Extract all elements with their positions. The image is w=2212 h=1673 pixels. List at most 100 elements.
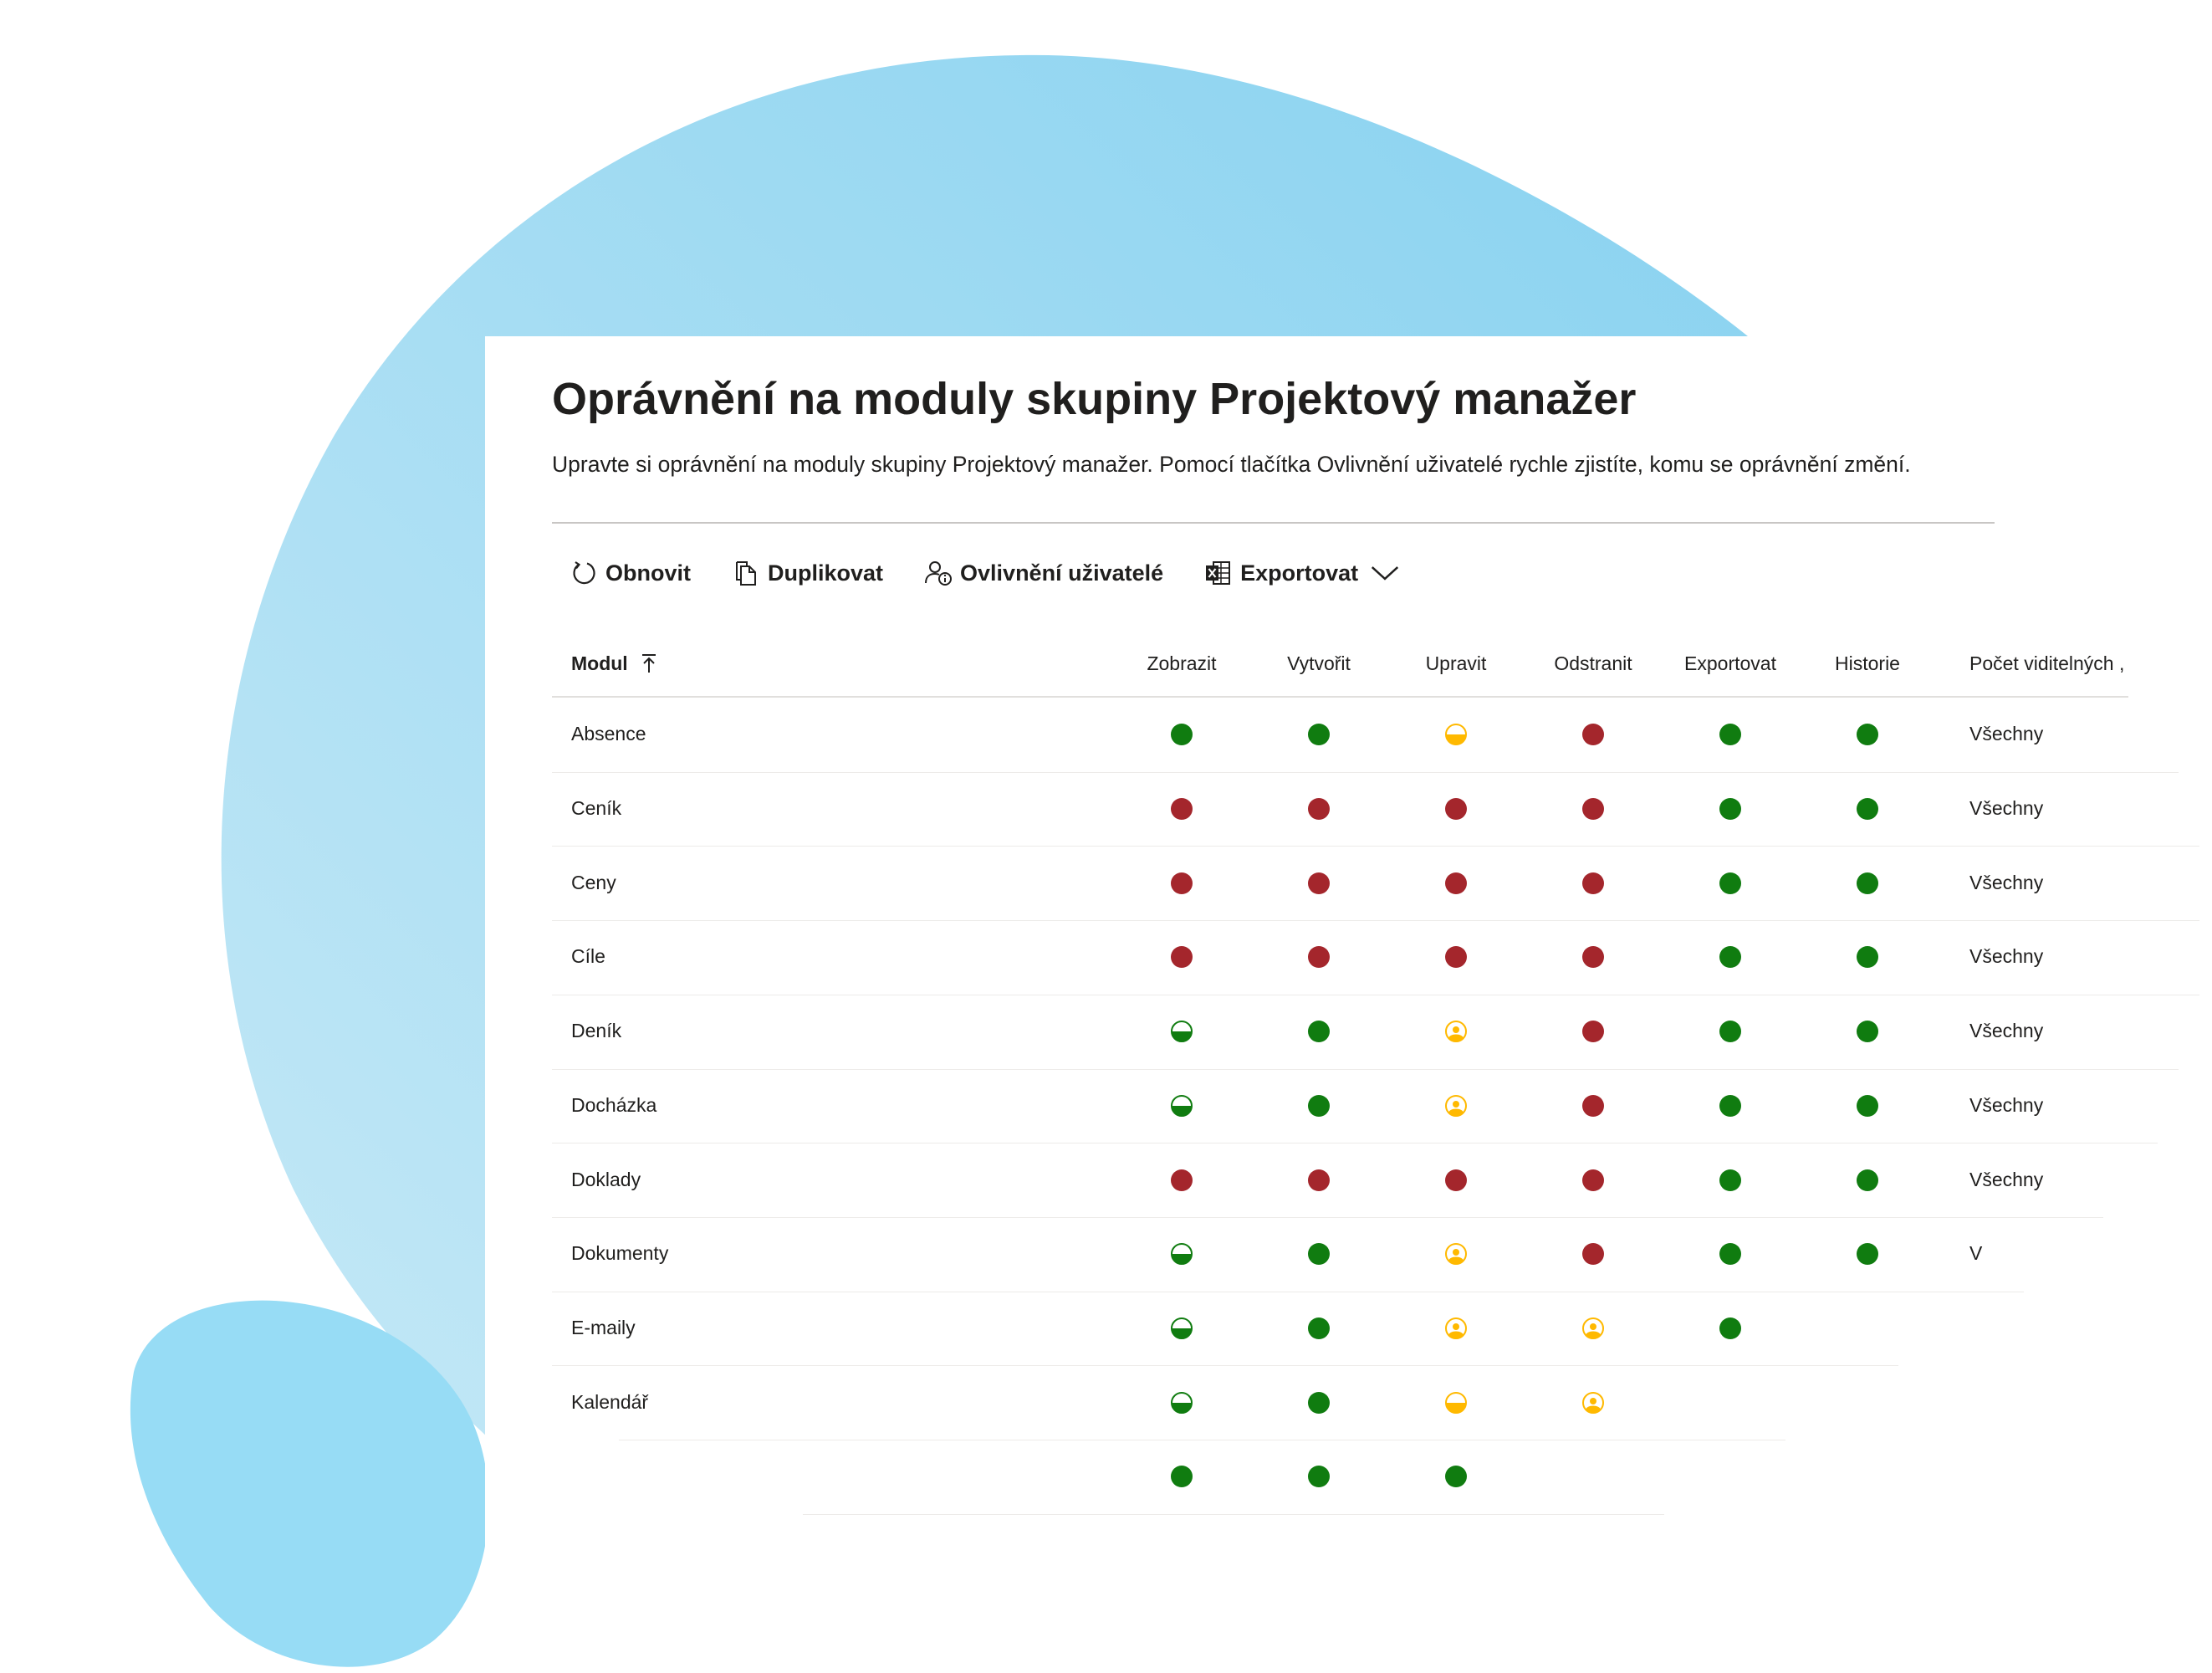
permission-toggle[interactable] bbox=[1307, 1317, 1331, 1340]
column-header-5[interactable]: Historie bbox=[1835, 652, 1900, 674]
header-divider bbox=[552, 522, 1995, 524]
module-name[interactable]: E-maily bbox=[571, 1316, 636, 1338]
permission-red-full-icon bbox=[1445, 872, 1467, 894]
module-name[interactable]: Deník bbox=[571, 1020, 622, 1042]
permission-toggle[interactable] bbox=[1581, 872, 1605, 895]
module-name[interactable]: Cíle bbox=[571, 945, 605, 968]
permission-toggle[interactable] bbox=[1444, 1094, 1468, 1118]
permission-toggle[interactable] bbox=[1719, 945, 1742, 969]
permission-toggle[interactable] bbox=[1444, 723, 1468, 746]
column-header-2[interactable]: Upravit bbox=[1425, 652, 1487, 674]
permission-toggle[interactable] bbox=[1719, 1020, 1742, 1043]
module-name[interactable]: Dokumenty bbox=[571, 1242, 669, 1265]
permission-toggle[interactable] bbox=[1856, 1169, 1879, 1192]
permission-toggle[interactable] bbox=[1856, 872, 1879, 895]
permission-toggle[interactable] bbox=[1719, 1242, 1742, 1266]
affected-users-button[interactable]: Ovlivnění uživatelé bbox=[923, 558, 1163, 588]
permission-toggle[interactable] bbox=[1581, 1094, 1605, 1118]
permission-toggle[interactable] bbox=[1307, 1020, 1331, 1043]
permission-toggle[interactable] bbox=[1170, 1465, 1193, 1488]
permission-toggle[interactable] bbox=[1856, 1094, 1879, 1118]
export-button[interactable]: Exportovat bbox=[1203, 558, 1400, 588]
permission-toggle[interactable] bbox=[1444, 1242, 1468, 1266]
permission-toggle[interactable] bbox=[1170, 1020, 1193, 1043]
permission-green-full-icon bbox=[1857, 1243, 1878, 1266]
duplicate-button[interactable]: Duplikovat bbox=[731, 558, 883, 588]
column-header-1[interactable]: Vytvořit bbox=[1287, 652, 1351, 674]
permission-toggle[interactable] bbox=[1170, 1094, 1193, 1118]
permission-red-full-icon bbox=[1445, 1169, 1467, 1191]
permission-toggle[interactable] bbox=[1444, 872, 1468, 895]
permission-toggle[interactable] bbox=[1307, 1242, 1331, 1266]
permission-toggle[interactable] bbox=[1307, 797, 1331, 821]
module-name[interactable]: Doklady bbox=[571, 1168, 641, 1190]
permission-toggle[interactable] bbox=[1307, 1169, 1331, 1192]
permission-toggle[interactable] bbox=[1307, 1391, 1331, 1415]
permission-toggle[interactable] bbox=[1170, 797, 1193, 821]
permission-toggle[interactable] bbox=[1719, 723, 1742, 746]
permission-toggle[interactable] bbox=[1307, 872, 1331, 895]
visible-count-cell[interactable]: Všechny bbox=[1969, 1168, 2044, 1190]
visible-count-cell[interactable]: Všechny bbox=[1969, 723, 2044, 745]
module-name[interactable]: Kalendář bbox=[571, 1390, 649, 1413]
permission-toggle[interactable] bbox=[1170, 1242, 1193, 1266]
module-name[interactable]: Docházka bbox=[571, 1093, 657, 1116]
permission-toggle[interactable] bbox=[1170, 1391, 1193, 1415]
visible-count-cell[interactable]: Všechny bbox=[1969, 871, 2044, 893]
module-name[interactable]: Ceny bbox=[571, 871, 616, 893]
permission-green-full-icon bbox=[1857, 1021, 1878, 1043]
permission-toggle[interactable] bbox=[1444, 1169, 1468, 1192]
copy-icon bbox=[736, 561, 756, 586]
permission-toggle[interactable] bbox=[1444, 1391, 1468, 1415]
permission-toggle[interactable] bbox=[1581, 797, 1605, 821]
visible-count-cell[interactable]: Všechny bbox=[1969, 945, 2044, 968]
permission-toggle[interactable] bbox=[1170, 1317, 1193, 1340]
permission-toggle[interactable] bbox=[1444, 1465, 1468, 1488]
permission-toggle[interactable] bbox=[1581, 945, 1605, 969]
permission-toggle[interactable] bbox=[1581, 1242, 1605, 1266]
permission-toggle[interactable] bbox=[1856, 945, 1879, 969]
visible-count-cell[interactable]: V bbox=[1969, 1242, 1983, 1265]
permission-toggle[interactable] bbox=[1444, 797, 1468, 821]
permission-toggle[interactable] bbox=[1170, 723, 1193, 746]
permission-toggle[interactable] bbox=[1444, 945, 1468, 969]
permission-toggle[interactable] bbox=[1719, 797, 1742, 821]
column-header-module[interactable]: Modul bbox=[571, 631, 658, 696]
permission-toggle[interactable] bbox=[1581, 723, 1605, 746]
module-name[interactable]: Absence bbox=[571, 723, 646, 745]
permission-toggle[interactable] bbox=[1444, 1020, 1468, 1043]
permission-yellow-person-icon bbox=[1582, 1391, 1604, 1414]
permission-yellow-person-icon bbox=[1445, 1094, 1467, 1117]
permission-toggle[interactable] bbox=[1307, 1094, 1331, 1118]
column-header-visible-count[interactable]: Počet viditelných , bbox=[1969, 652, 2125, 674]
permission-toggle[interactable] bbox=[1719, 1094, 1742, 1118]
permission-toggle[interactable] bbox=[1719, 1169, 1742, 1192]
permission-toggle[interactable] bbox=[1581, 1169, 1605, 1192]
module-name[interactable]: Ceník bbox=[571, 797, 622, 820]
permission-toggle[interactable] bbox=[1307, 1465, 1331, 1488]
column-header-4[interactable]: Exportovat bbox=[1684, 652, 1776, 674]
permission-toggle[interactable] bbox=[1856, 1242, 1879, 1266]
visible-count-cell[interactable]: Všechny bbox=[1969, 1020, 2044, 1042]
permission-toggle[interactable] bbox=[1170, 945, 1193, 969]
permission-toggle[interactable] bbox=[1307, 723, 1331, 746]
column-header-0[interactable]: Zobrazit bbox=[1147, 652, 1217, 674]
permission-toggle[interactable] bbox=[1581, 1317, 1605, 1340]
permission-toggle[interactable] bbox=[1856, 797, 1879, 821]
permission-toggle[interactable] bbox=[1170, 1169, 1193, 1192]
refresh-button[interactable]: Obnovit bbox=[569, 558, 691, 588]
permission-toggle[interactable] bbox=[1444, 1317, 1468, 1340]
visible-count-cell[interactable]: Všechny bbox=[1969, 1093, 2044, 1116]
column-header-3[interactable]: Odstranit bbox=[1554, 652, 1632, 674]
permission-toggle[interactable] bbox=[1719, 872, 1742, 895]
visible-count-cell[interactable]: Všechny bbox=[1969, 797, 2044, 820]
permission-toggle[interactable] bbox=[1170, 872, 1193, 895]
permission-toggle[interactable] bbox=[1581, 1391, 1605, 1415]
permission-green-full-icon bbox=[1171, 724, 1193, 746]
permission-toggle[interactable] bbox=[1856, 1020, 1879, 1043]
permission-toggle[interactable] bbox=[1307, 945, 1331, 969]
permission-toggle[interactable] bbox=[1581, 1020, 1605, 1043]
chevron-down-icon bbox=[1372, 566, 1399, 581]
permission-toggle[interactable] bbox=[1719, 1317, 1742, 1340]
permission-toggle[interactable] bbox=[1856, 723, 1879, 746]
